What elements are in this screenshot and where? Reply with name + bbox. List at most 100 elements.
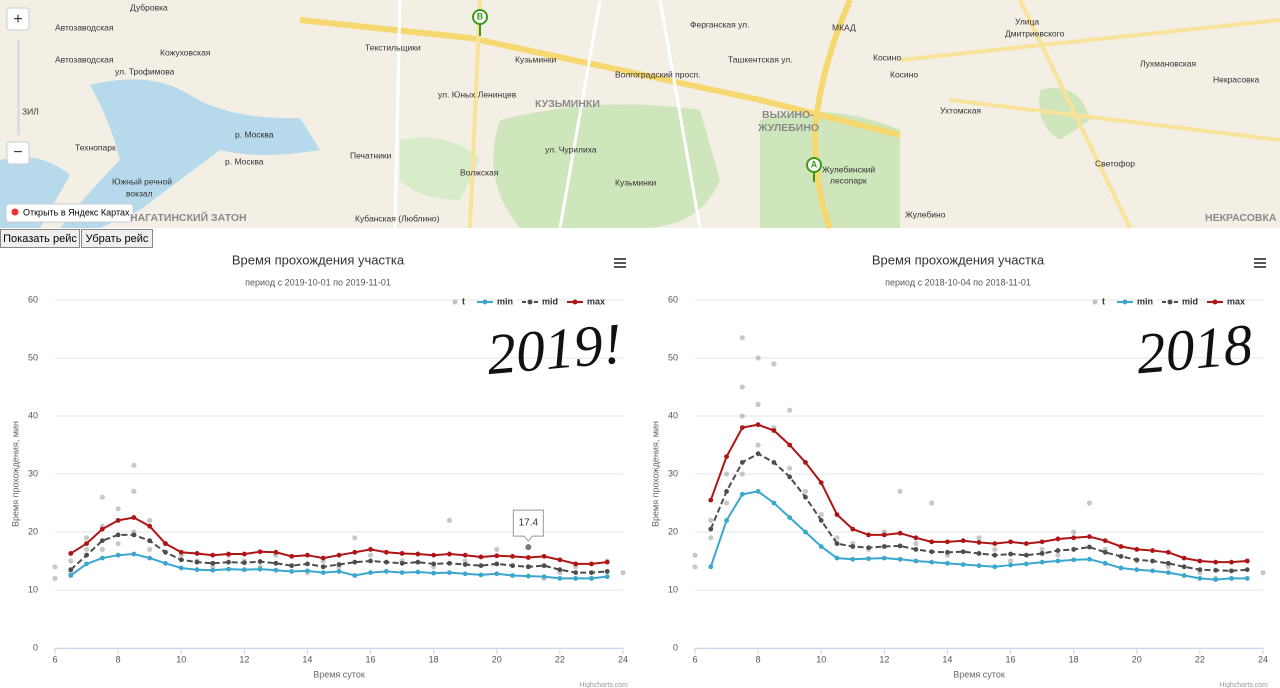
x-tick-label: 20 [1132,654,1142,664]
chart-menu[interactable] [614,258,626,268]
line-marker [115,552,121,558]
line-marker [1229,576,1234,581]
map-label: Жулебинский [822,164,875,174]
legend-item[interactable]: mid [522,296,558,306]
line-marker [1071,557,1077,563]
line-marker [147,523,153,529]
legend-symbol [1212,299,1218,305]
line-marker [163,541,168,546]
line-marker [525,573,531,579]
line-marker [1181,573,1187,578]
x-tick-label: 14 [302,654,312,664]
map-label: Кожуховская [160,47,211,57]
show-button[interactable] [0,229,80,248]
open-link-button[interactable] [5,203,134,223]
legend-item[interactable]: min [477,296,513,306]
scatter-point [131,462,137,468]
map-label: КУЗЬМИНКИ [535,98,600,110]
line-marker [525,555,531,560]
chart: Время прохождения участка период с 2019-1… [10,252,628,688]
line-marker [708,526,714,532]
hide-button[interactable] [81,229,153,248]
map-label: Дмитриевского [1005,28,1065,38]
line-marker [447,551,452,557]
line-marker [1197,558,1203,564]
zoom-out-button[interactable] [6,141,30,165]
chart-title: Время прохождения участка [232,252,405,267]
legend-item[interactable]: mid [1162,296,1198,306]
legend-item[interactable]: t [452,296,466,306]
line-marker [1055,558,1061,564]
marker-pin[interactable] [806,157,822,173]
line-marker [787,474,793,480]
line-marker [289,569,295,574]
line-marker [573,576,579,581]
line-marker [589,570,594,575]
line-marker [131,532,137,538]
line-marker [525,564,531,570]
line-marker [1039,559,1045,565]
line-marker [1008,551,1013,557]
zoom-in-button[interactable] [6,7,30,31]
line-marker [1244,558,1250,564]
line-marker [850,556,856,562]
line-marker [1055,536,1061,542]
scatter-point [147,546,153,553]
line-marker [226,551,231,557]
line-marker [945,560,950,566]
scatter-point [1007,558,1014,564]
line-marker [1213,559,1219,565]
line-marker [1023,552,1029,558]
line-marker [305,552,310,558]
map-label: НЕКРАСОВКА [1205,212,1277,224]
line-marker [478,554,484,560]
legend-item[interactable]: t [1092,296,1106,306]
zoom-slider[interactable] [17,40,20,135]
legend-item[interactable]: max [567,296,605,306]
legend-symbol [1167,299,1173,305]
road [811,0,853,230]
line-marker [368,547,373,552]
line-marker [131,551,137,557]
x-tick-label: 18 [429,654,439,664]
credits: Highcharts.com [579,682,628,688]
line-marker [289,553,295,559]
line-marker [1165,549,1171,555]
line-marker [194,551,200,556]
map-label: лесопарк [830,175,867,185]
line-marker [1181,564,1187,570]
line-marker [1150,568,1155,574]
chart-menu[interactable] [1254,258,1266,268]
legend-label: t [462,296,465,306]
line-marker [771,428,777,433]
line-marker [787,442,793,448]
line-marker [834,555,840,561]
x-tick-label: 12 [879,654,889,664]
line-marker [1150,548,1155,553]
y-tick-label: 20 [668,526,678,536]
y-tick-label: 0 [33,642,38,652]
legend-item[interactable]: min [1117,296,1153,306]
line-marker [478,572,484,578]
map-label: Волгоградский просп. [615,69,700,79]
street [393,0,702,229]
scatter-point [723,471,730,477]
map-label: МКАД [832,22,856,32]
line-marker [866,556,871,562]
line-marker [1087,544,1092,550]
line-marker [147,555,153,561]
line-marker [724,518,729,523]
line-marker [1039,551,1045,556]
marker-pin[interactable] [472,9,488,25]
map-label: ЖУЛЕБИНО [757,122,819,134]
x-tick-label: 8 [756,654,761,664]
map-label: Автозаводская [55,54,114,64]
line-marker [755,451,761,457]
legend-item[interactable]: max [1207,296,1245,306]
legend-label: max [587,296,605,306]
x-tick-label: 10 [816,654,826,664]
marker-label: A [811,159,818,169]
y-tick-label: 30 [28,468,38,478]
line-marker [494,553,500,559]
map[interactable] [0,0,1280,230]
